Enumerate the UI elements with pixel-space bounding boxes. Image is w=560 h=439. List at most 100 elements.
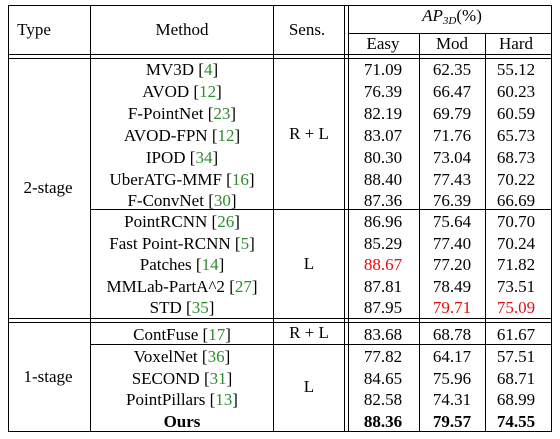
easy-cell: 88.36 <box>363 412 403 431</box>
mod-cell: 75.64 <box>432 212 472 231</box>
method-name: F-ConvNet <box>127 191 204 210</box>
easy-cell: 71.09 <box>363 60 403 79</box>
hard-cell: 73.51 <box>496 277 536 296</box>
method-cell: PointPillars [13] <box>126 390 238 409</box>
type-2-stage: 2-stage <box>23 178 73 197</box>
mod-cell: 77.40 <box>432 234 472 253</box>
mod-cell: 62.35 <box>432 60 472 79</box>
citation-number[interactable]: 31 <box>209 369 227 388</box>
citation-number[interactable]: 4 <box>203 60 213 79</box>
hard-cell: 60.59 <box>496 104 536 123</box>
mod-cell: 74.31 <box>432 390 472 409</box>
mod-cell: 78.49 <box>432 277 472 296</box>
hard-cell: 68.99 <box>496 390 536 409</box>
mod-cell: 76.39 <box>432 191 472 210</box>
hard-cell: 60.23 <box>496 82 536 101</box>
hard-cell: 65.73 <box>496 126 536 145</box>
mod-cell: 77.43 <box>432 170 472 189</box>
citation-number[interactable]: 5 <box>240 234 250 253</box>
easy-cell: 84.65 <box>363 369 403 388</box>
hard-cell: 61.67 <box>496 325 536 344</box>
header-type: Type <box>17 20 51 39</box>
easy-cell: 88.67 <box>363 255 403 274</box>
method-cell: STD [35] <box>149 298 215 317</box>
method-name: AVOD-FPN <box>123 126 208 145</box>
hard-cell: 66.69 <box>496 191 536 210</box>
mod-cell: 71.76 <box>432 126 472 145</box>
hard-cell: 71.82 <box>496 255 536 274</box>
method-cell: SECOND [31] <box>131 369 233 388</box>
method-name: Patches <box>139 255 192 274</box>
ap-subscript: 3D <box>442 15 457 27</box>
citation-number[interactable]: 14 <box>201 255 219 274</box>
header-easy: Easy <box>366 34 400 53</box>
method-cell: PointRCNN [26] <box>124 212 240 231</box>
citation-number[interactable]: 30 <box>213 191 231 210</box>
ap-suffix: (%) <box>456 6 482 25</box>
header-mod: Mod <box>435 34 469 53</box>
method-name: UberATG-MMF <box>109 170 222 189</box>
mod-cell: 77.20 <box>432 255 472 274</box>
citation-number[interactable]: 27 <box>234 277 252 296</box>
sens-2stage-l: L <box>303 254 315 273</box>
easy-cell: 77.82 <box>363 347 403 366</box>
hard-cell: 68.73 <box>496 148 536 167</box>
easy-cell: 80.30 <box>363 148 403 167</box>
method-name: AVOD <box>142 82 190 101</box>
method-name: VoxelNet <box>133 347 198 366</box>
citation-number[interactable]: 26 <box>217 212 235 231</box>
sens-ap-divider-1 <box>344 5 345 432</box>
citation-number[interactable]: 16 <box>231 170 249 189</box>
subgroup-rule-1stage <box>90 344 552 345</box>
method-name: ContFuse <box>133 325 199 344</box>
method-cell: F-PointNet [23] <box>127 104 237 123</box>
subgroup-rule-2stage <box>90 209 552 210</box>
method-cell: UberATG-MMF [16] <box>109 170 255 189</box>
citation-number[interactable]: 35 <box>191 298 209 317</box>
method-cell: MMLab-PartA^2 [27] <box>106 277 258 296</box>
method-cell: AVOD-FPN [12] <box>123 126 241 145</box>
easy-cell: 87.81 <box>363 277 403 296</box>
mod-cell: 75.96 <box>432 369 472 388</box>
method-name: F-PointNet <box>127 104 204 123</box>
citation-number[interactable]: 12 <box>199 82 217 101</box>
hard-cell: 68.71 <box>496 369 536 388</box>
method-cell: AVOD [12] <box>142 82 222 101</box>
type-method-divider <box>90 5 91 432</box>
method-name: Fast Point-RCNN <box>109 234 231 253</box>
method-sens-divider <box>273 5 274 432</box>
group-rule-1 <box>8 318 552 319</box>
mod-cell: 79.71 <box>432 298 472 317</box>
mod-cell: 79.57 <box>432 412 472 431</box>
method-name: IPOD <box>145 148 186 167</box>
sens-2stage-rl: R + L <box>289 124 329 143</box>
citation-number[interactable]: 13 <box>215 390 233 409</box>
method-name: MMLab-PartA^2 <box>106 277 225 296</box>
method-cell: ContFuse [17] <box>133 325 231 344</box>
citation-number[interactable]: 34 <box>195 148 213 167</box>
method-name: SECOND <box>131 369 200 388</box>
sens-ap-divider-2 <box>348 5 349 432</box>
mod-cell: 68.78 <box>432 325 472 344</box>
easy-cell: 88.40 <box>363 170 403 189</box>
hard-cell: 74.55 <box>496 412 536 431</box>
header-hard: Hard <box>499 34 533 53</box>
citation-number[interactable]: 23 <box>213 104 231 123</box>
easy-cell: 87.95 <box>363 298 403 317</box>
mod-cell: 64.17 <box>432 347 472 366</box>
header-rule-2 <box>8 58 552 59</box>
method-cell: F-ConvNet [30] <box>127 191 237 210</box>
header-ap3d: AP3D(%) <box>422 6 482 31</box>
citation-number[interactable]: 17 <box>208 325 226 344</box>
method-name: STD <box>149 298 182 317</box>
mod-cell: 66.47 <box>432 82 472 101</box>
citation-number[interactable]: 12 <box>217 126 235 145</box>
header-rule-1 <box>8 54 552 55</box>
citation-number[interactable]: 36 <box>207 347 225 366</box>
hard-cell: 57.51 <box>496 347 536 366</box>
group-rule-2 <box>8 322 552 323</box>
easy-cell: 82.58 <box>363 390 403 409</box>
mod-cell: 73.04 <box>432 148 472 167</box>
hard-cell: 75.09 <box>496 298 536 317</box>
method-name: MV3D <box>145 60 195 79</box>
